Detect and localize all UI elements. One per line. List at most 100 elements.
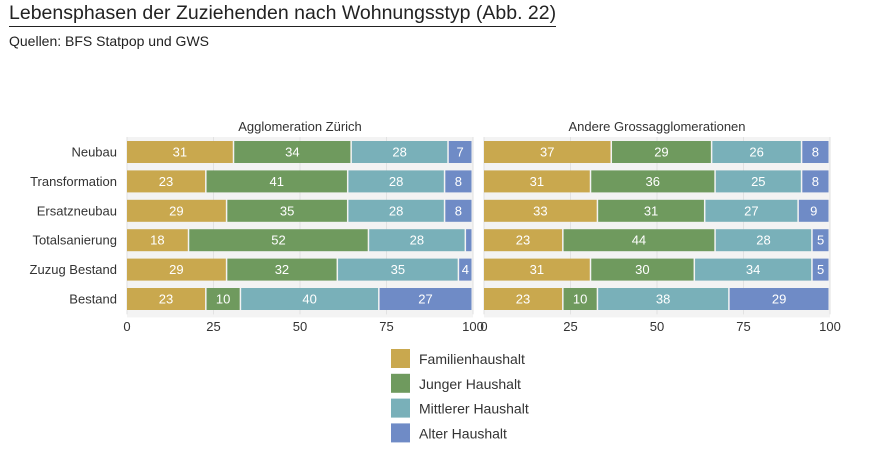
legend-swatch [391,423,410,443]
bar-segment [812,229,829,252]
bar-segment [448,141,472,163]
chart-title: Lebensphasen der Zuziehenden nach Wohnun… [9,2,557,27]
bar-segment [591,258,694,281]
bar-data-label: 29 [169,203,183,218]
bar-data-label: 27 [744,203,758,218]
bar-segment [563,229,715,252]
bar-data-label: 44 [632,233,646,248]
legend-swatch [391,373,410,393]
x-tick-label: 50 [650,319,664,334]
bar-data-label: 28 [389,174,403,189]
bar-data-label: 8 [812,145,819,160]
bar-data-label: 34 [746,262,760,277]
legend-swatch [391,398,410,418]
chart-subtitle: Quellen: BFS Statpop und GWS [9,33,209,49]
category-label: Zuzug Bestand [30,262,117,277]
bar-data-label: 31 [644,203,658,218]
bar-segment [712,141,801,163]
bar-segment [715,170,801,193]
bar-data-label: 18 [150,233,164,248]
bar-data-label: 23 [159,174,173,189]
bar-segment [802,141,829,163]
bar-data-label: 10 [216,292,230,307]
bar-segment [338,258,458,281]
bar-segment [695,258,812,281]
bar-segment [348,199,444,222]
bar-segment [127,170,206,193]
bar-data-label: 31 [530,174,544,189]
bar-data-label: 33 [533,203,547,218]
x-tick-label: 25 [563,319,577,334]
bar-segment [563,288,597,310]
bar-segment [484,170,590,193]
legend-label: Familienhaushalt [419,351,525,367]
bar-segment [715,229,812,252]
legend-swatch [391,349,410,368]
bar-segment [466,229,472,252]
bar-segment [351,141,448,163]
bar-data-label: 29 [169,262,183,277]
bar-segment [798,199,829,222]
bar-data-label: 4 [462,262,469,277]
bar-data-label: 52 [271,233,285,248]
bar-data-label: 37 [540,145,554,160]
bar-segment [484,141,611,163]
bar-data-label: 8 [812,174,819,189]
bar-data-label: 28 [410,233,424,248]
bar-data-label: 7 [457,145,464,160]
bar-segment [445,170,472,193]
x-tick-label: 50 [293,319,307,334]
bar-segment [591,170,715,193]
bar-segment [484,288,563,310]
bar-data-label: 40 [302,292,316,307]
bar-segment [445,199,472,222]
bar-data-label: 32 [275,262,289,277]
bar-segment [802,170,829,193]
bar-data-label: 36 [646,174,660,189]
x-tick-label: 0 [480,319,487,334]
panel-title: Andere Grossagglomerationen [568,119,745,134]
bar-segment [127,229,188,252]
x-tick-label: 75 [736,319,750,334]
bar-segment [206,288,240,310]
bar-data-label: 29 [654,145,668,160]
bar-data-label: 26 [749,145,763,160]
bar-segment [241,288,379,310]
bar-data-label: 35 [391,262,405,277]
bar-segment [459,258,472,281]
bar-segment [234,141,351,163]
bar-data-label: 41 [270,174,284,189]
category-label: Neubau [71,145,117,160]
bar-data-label: 23 [516,233,530,248]
x-tick-label: 75 [379,319,393,334]
bar-data-label: 27 [418,292,432,307]
bar-data-label: 29 [772,292,786,307]
bar-data-label: 35 [280,203,294,218]
bar-segment [206,170,347,193]
bar-segment [598,288,729,310]
bar-data-label: 5 [817,262,824,277]
bar-segment [379,288,472,310]
bar-data-label: 23 [159,292,173,307]
bar-segment [127,141,233,163]
bar-data-label: 5 [817,233,824,248]
bar-segment [127,199,226,222]
bar-data-label: 25 [751,174,765,189]
bar-data-label: 31 [173,145,187,160]
bar-segment [189,229,368,252]
bar-data-label: 28 [389,203,403,218]
bar-data-label: 8 [455,203,462,218]
bar-segment [729,288,829,310]
bar-data-label: 28 [392,145,406,160]
category-label: Totalsanierung [32,233,117,248]
bar-data-label: 23 [516,292,530,307]
bar-segment [127,288,206,310]
bar-segment [484,199,597,222]
panel-title: Agglomeration Zürich [238,119,362,134]
bar-segment [227,199,347,222]
bar-data-label: 10 [573,292,587,307]
bar-segment [598,199,704,222]
bar-segment [369,229,465,252]
category-label: Transformation [30,174,117,189]
